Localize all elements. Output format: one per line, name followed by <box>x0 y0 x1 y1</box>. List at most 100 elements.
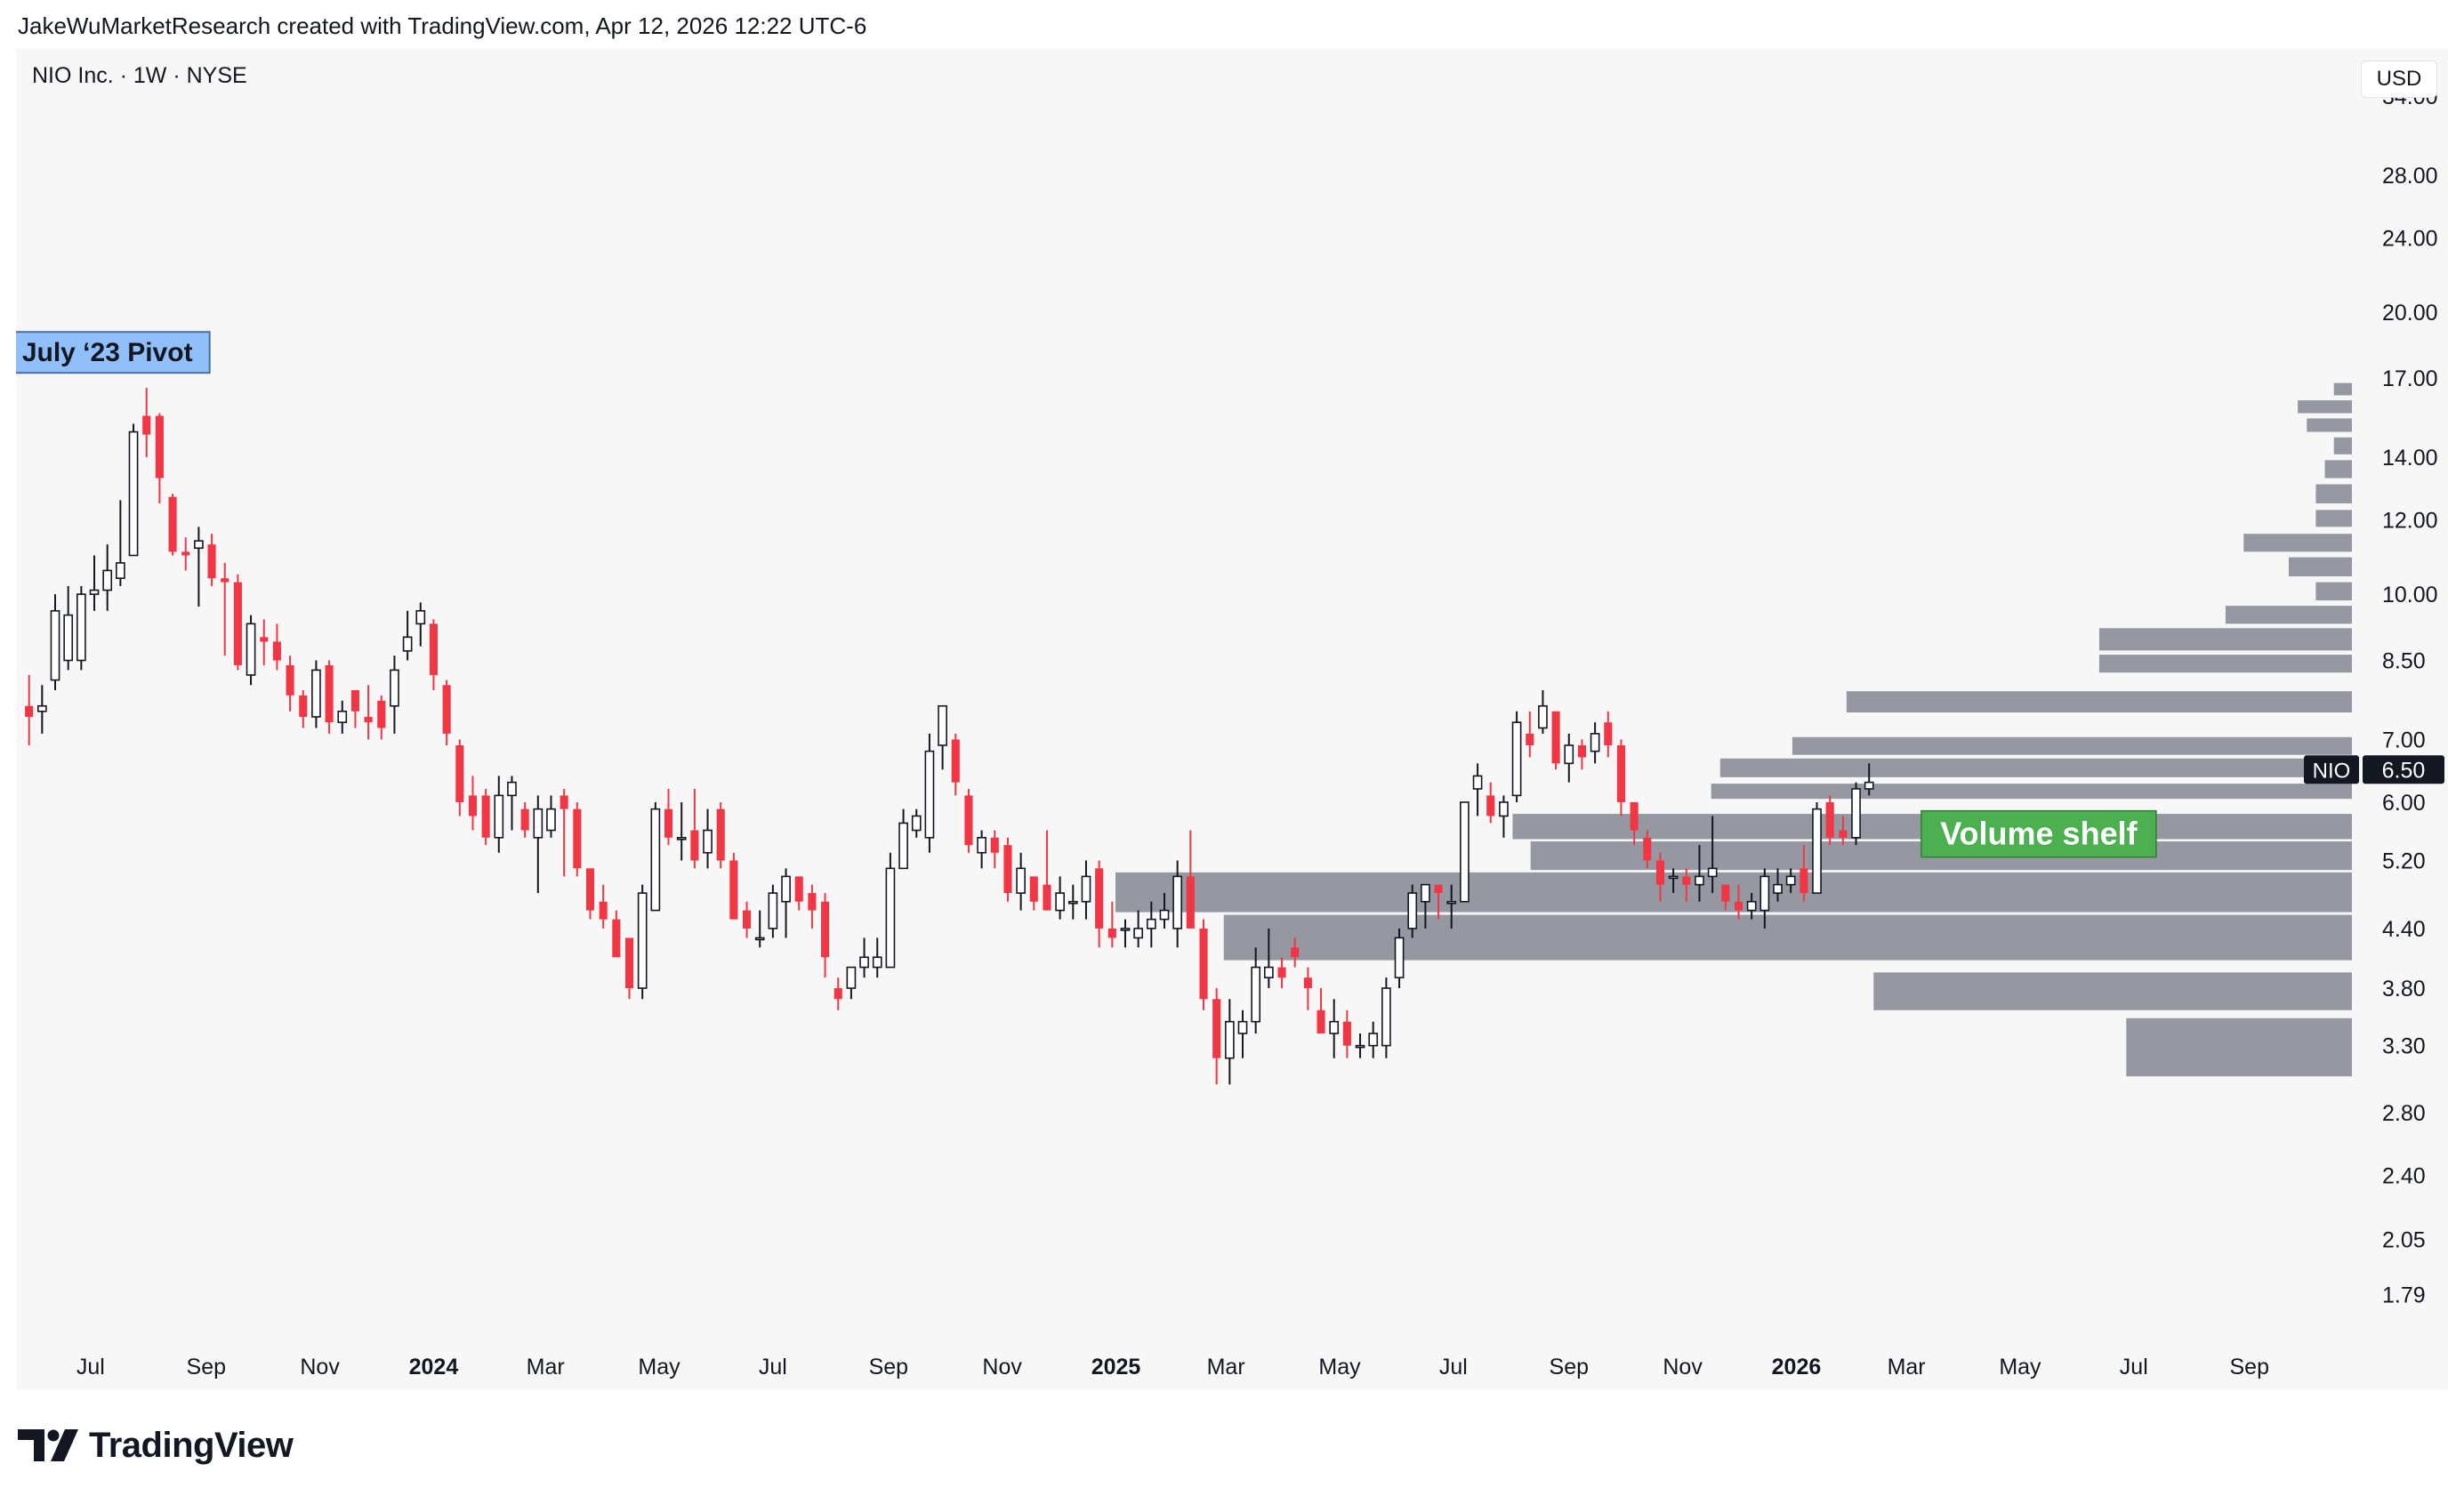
candle-body <box>585 868 595 911</box>
candle <box>36 685 47 734</box>
candle-body <box>116 562 125 579</box>
candle <box>76 586 86 671</box>
candle-body <box>1825 801 1834 838</box>
candle-body <box>325 664 334 723</box>
candle-body <box>272 641 281 661</box>
last-price-symbol-tag <box>2304 755 2359 784</box>
candle-body <box>1421 883 1430 903</box>
price-tick-label: 14.00 <box>2382 446 2438 471</box>
candle-body <box>155 415 164 479</box>
candle-body <box>1511 721 1522 797</box>
candle-body <box>690 830 699 861</box>
candle-body <box>872 956 882 969</box>
candle-body <box>233 582 242 665</box>
candle <box>1029 876 1038 911</box>
volume-profile-bar <box>2315 510 2352 527</box>
volume-profile-bar <box>1846 691 2352 713</box>
candle-body <box>337 711 348 723</box>
candle-body <box>1095 868 1104 929</box>
candle <box>415 602 426 647</box>
candle-body <box>1643 837 1652 861</box>
candle-body <box>1616 744 1626 802</box>
candle <box>1434 884 1443 920</box>
candle-body <box>1472 775 1483 790</box>
volume-profile-bar <box>2098 655 2352 673</box>
candle <box>859 937 869 978</box>
candle-body <box>1081 875 1091 903</box>
candle <box>299 690 308 728</box>
candle-body <box>168 496 177 552</box>
candle-body <box>1107 928 1116 938</box>
candle <box>390 656 399 734</box>
candle-body <box>533 808 544 839</box>
volume-profile-bar <box>2288 557 2352 576</box>
candle <box>25 674 34 745</box>
time-tick-label: Mar <box>1888 1355 1926 1379</box>
price-tick-label: 2.40 <box>2382 1163 2426 1188</box>
candle-body <box>1604 722 1613 745</box>
candle-body <box>821 901 830 958</box>
candle <box>1055 876 1065 920</box>
candle <box>1067 884 1078 920</box>
price-axis: 1.79 2.05 2.40 2.80 3.30 3.80 4.40 5.20 6.00 7.00… <box>2382 84 2438 1308</box>
candle <box>990 830 999 869</box>
candle-body <box>194 540 204 550</box>
candle <box>260 619 269 665</box>
candle <box>1785 868 1796 894</box>
candle <box>1616 739 1626 816</box>
candle <box>1172 860 1183 948</box>
candle-body <box>1407 892 1418 929</box>
time-tick-label: Sep <box>2229 1355 2268 1379</box>
candle-body <box>1590 733 1600 752</box>
candle <box>1668 868 1679 894</box>
candle-body <box>624 937 634 989</box>
candle-body <box>676 836 687 840</box>
currency-button[interactable]: USD <box>2361 60 2437 98</box>
candle <box>168 494 177 556</box>
candle <box>964 788 973 853</box>
candle-body <box>1800 868 1808 894</box>
candle <box>1707 816 1718 894</box>
candle <box>207 534 216 587</box>
candle-body <box>1212 999 1221 1058</box>
pivot-label: July ‘23 Pivot <box>22 338 193 367</box>
price-chart[interactable]: 1.79 2.05 2.40 2.80 3.30 3.80 4.40 5.20 6.00 7.00… <box>16 49 2448 1390</box>
volume-profile-bar <box>2315 582 2352 601</box>
candle-body <box>951 739 960 783</box>
candle-body <box>1812 808 1822 894</box>
annotations: NIO 6.50 July ‘23 Pivot Volume shelf <box>16 331 2444 858</box>
time-tick-label: May <box>1999 1355 2041 1379</box>
candle-body <box>1394 937 1405 978</box>
candle <box>1511 711 1522 802</box>
chart-panel[interactable]: 1.79 2.05 2.40 2.80 3.30 3.80 4.40 5.20 6.00 7.00… <box>16 49 2448 1390</box>
candle-body <box>573 808 582 869</box>
candle <box>1604 711 1613 758</box>
volume-profile <box>1115 382 2352 1077</box>
price-tick-label: 17.00 <box>2382 366 2438 391</box>
candle-body <box>63 614 74 662</box>
tradingview-logo[interactable]: TradingView <box>18 1423 294 1468</box>
last-price-symbol: NIO <box>2313 759 2351 783</box>
candle-body <box>1759 875 1770 912</box>
candle <box>885 852 896 969</box>
candle <box>716 801 725 869</box>
candle-body <box>1291 947 1300 958</box>
candle <box>63 586 74 671</box>
candle-body <box>1133 928 1144 939</box>
candle <box>364 685 373 740</box>
candle-body <box>729 860 738 920</box>
candle <box>337 700 348 734</box>
pivot-label-box <box>16 331 211 374</box>
time-tick-label: 2025 <box>1091 1355 1141 1379</box>
candle-body <box>1303 977 1312 989</box>
candle <box>481 788 490 846</box>
candle-body <box>1734 901 1743 911</box>
candle-body <box>1526 733 1534 745</box>
candle <box>102 544 113 611</box>
time-tick-label: Sep <box>187 1355 226 1379</box>
candle-body <box>885 867 896 969</box>
candle-body <box>455 744 464 802</box>
candle <box>1746 893 1757 920</box>
price-tick-label: 24.00 <box>2382 226 2438 251</box>
candle <box>821 893 830 978</box>
